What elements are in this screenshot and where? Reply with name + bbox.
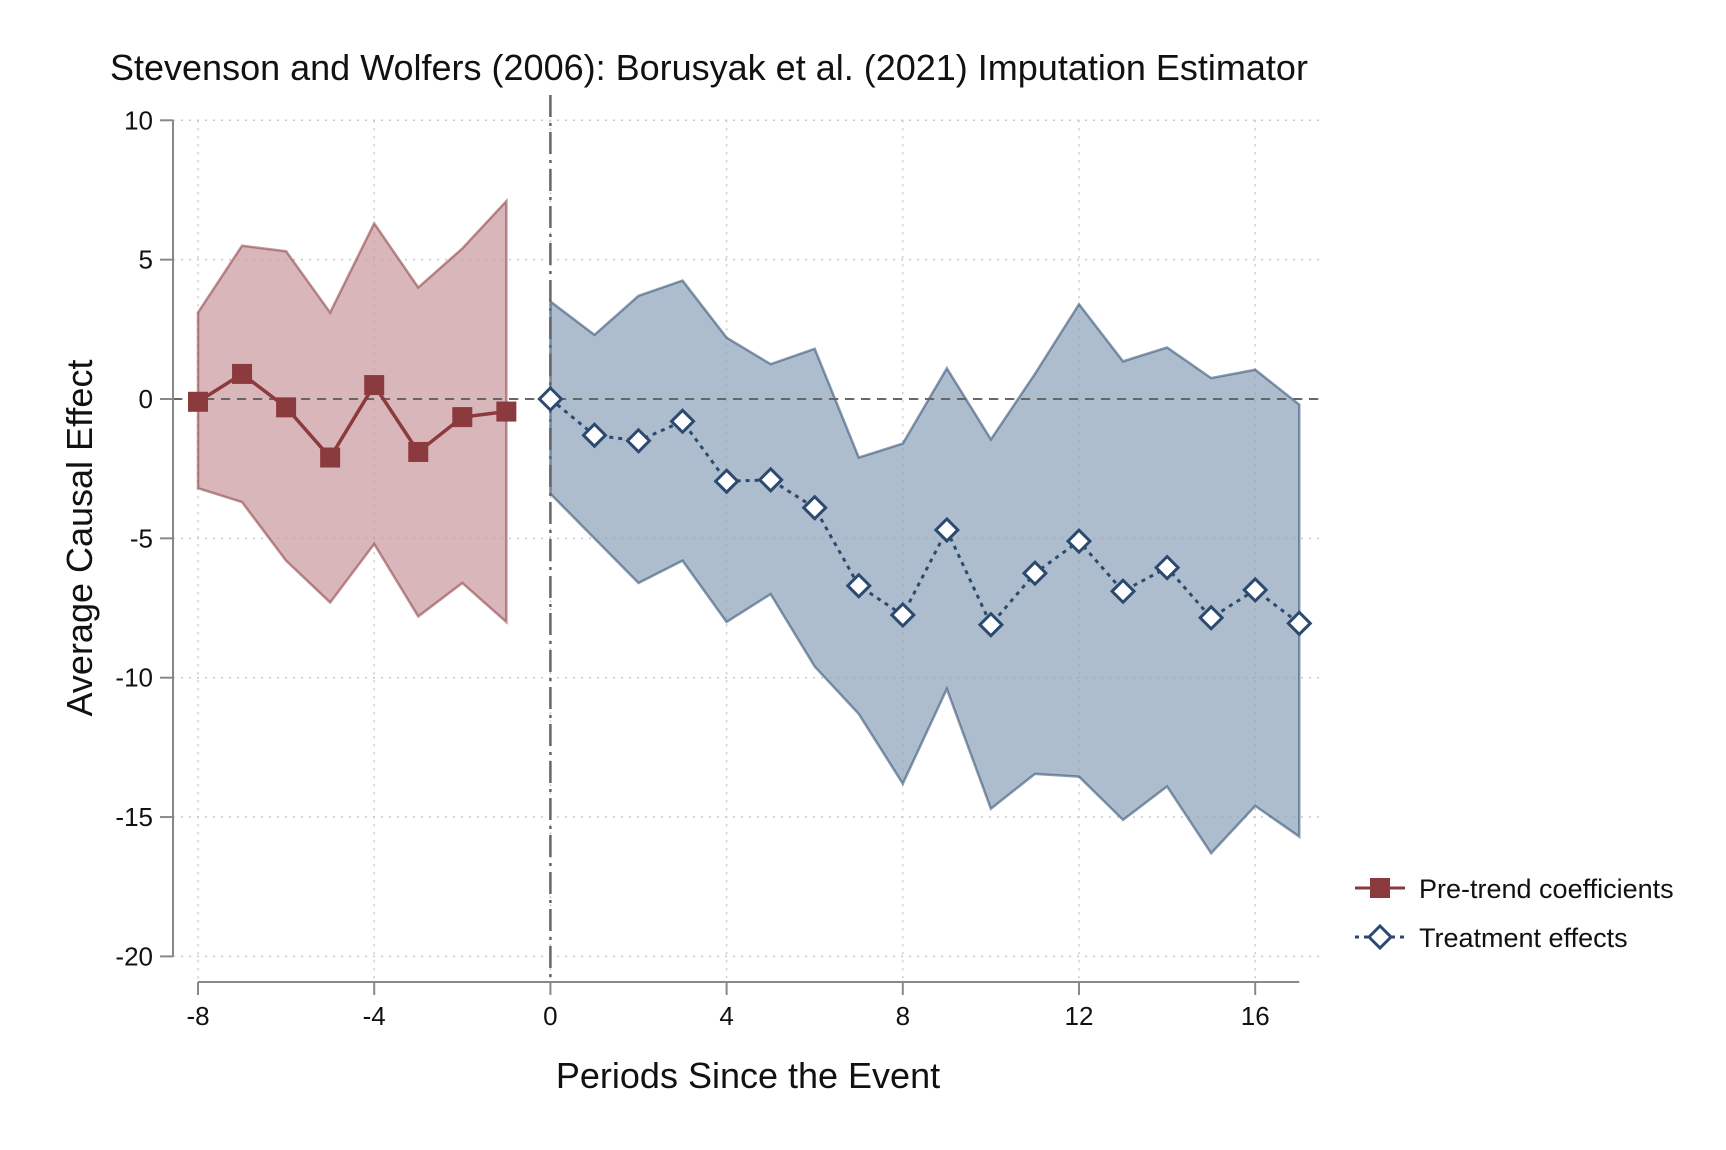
data-point-pre-trend: [276, 397, 297, 418]
x-tick-label: 4: [719, 1001, 733, 1031]
data-point-treatment: [845, 572, 872, 599]
y-tick-label: -20: [115, 941, 153, 971]
data-point-treatment: [1021, 560, 1049, 587]
y-tick-label: -10: [115, 663, 153, 693]
data-point-treatment: [669, 408, 696, 435]
data-point-treatment: [1065, 528, 1093, 555]
data-point-pre-trend: [408, 441, 429, 462]
legend: Pre-trend coefficients Treatment effects: [1355, 874, 1674, 953]
chart-title: Stevenson and Wolfers (2006): Borusyak e…: [110, 47, 1308, 88]
ci-band-treatment: [549, 279, 1301, 856]
y-tick-label: -15: [115, 802, 153, 832]
data-point-treatment: [977, 611, 1005, 638]
x-tick-label: -8: [186, 1001, 209, 1031]
data-point-treatment: [1198, 604, 1225, 631]
y-tick-label: -5: [130, 523, 153, 553]
data-point-treatment: [1109, 578, 1137, 605]
data-point-pre-trend: [452, 407, 473, 428]
y-tick-label: 5: [139, 245, 153, 275]
y-axis-label: Average Causal Effect: [59, 360, 100, 717]
data-point-treatment: [889, 601, 916, 629]
confidence-bands: [196, 197, 1301, 856]
legend-label-treatment: Treatment effects: [1419, 923, 1628, 953]
data-point-treatment: [581, 422, 608, 449]
data-point-treatment: [801, 494, 828, 521]
x-tick-label: 12: [1065, 1001, 1094, 1031]
data-point-treatment: [625, 427, 652, 454]
legend-marker-treatment: [1366, 923, 1394, 951]
data-point-treatment: [757, 466, 784, 493]
axes: 10 5 0 -5 -10 -15 -20 -8 -4 0 4 8 12 16: [115, 105, 1300, 1031]
data-point-pre-trend: [364, 375, 385, 396]
data-point-treatment: [537, 385, 564, 413]
data-point-treatment: [933, 516, 960, 544]
x-tick-label: 8: [896, 1001, 910, 1031]
data-point-treatment: [1153, 554, 1181, 581]
data-point-treatment: [1286, 610, 1313, 637]
y-tick-label: 0: [139, 384, 153, 414]
x-tick-label: -4: [363, 1001, 386, 1031]
x-tick-label: 16: [1241, 1001, 1270, 1031]
y-tick-label: 10: [124, 105, 153, 135]
data-point-pre-trend: [232, 363, 253, 384]
data-point-pre-trend: [496, 401, 517, 422]
x-tick-label: 0: [543, 1001, 557, 1031]
x-axis-label: Periods Since the Event: [556, 1055, 940, 1096]
legend-marker-pre-trend: [1370, 878, 1390, 898]
data-point-treatment: [1242, 576, 1269, 604]
data-point-treatment: [713, 468, 740, 495]
ci-band-pre-trend: [196, 197, 508, 625]
data-point-pre-trend: [188, 391, 208, 412]
legend-label-pre-trend: Pre-trend coefficients: [1419, 874, 1674, 904]
series: [188, 363, 1313, 638]
data-point-pre-trend: [320, 447, 341, 468]
